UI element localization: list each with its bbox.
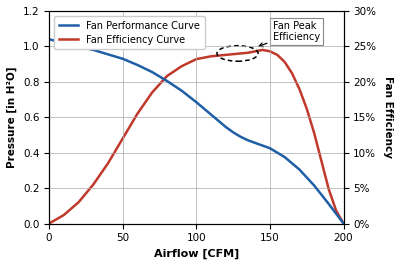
Fan Efficiency Curve	[282, 60, 287, 64]
Fan Performance Curve	[312, 184, 316, 187]
Fan Performance Curve	[120, 57, 125, 60]
Fan Efficiency Curve	[231, 53, 236, 56]
Fan Efficiency Curve	[326, 188, 331, 191]
Fan Efficiency Curve	[253, 50, 258, 53]
Fan Efficiency Curve	[290, 72, 294, 75]
Fan Performance Curve	[231, 131, 236, 134]
Fan Efficiency Curve	[91, 183, 96, 186]
Fan Performance Curve	[326, 202, 331, 206]
Fan Efficiency Curve	[334, 209, 338, 212]
Fan Performance Curve	[238, 135, 243, 138]
Fan Efficiency Curve	[209, 55, 214, 58]
Fan Performance Curve	[194, 101, 199, 104]
Line: Fan Efficiency Curve: Fan Efficiency Curve	[49, 50, 344, 223]
Fan Efficiency Curve	[297, 87, 302, 90]
Y-axis label: Pressure [in H²O]: Pressure [in H²O]	[7, 66, 17, 168]
Fan Efficiency Curve	[150, 91, 154, 94]
Fan Performance Curve	[62, 41, 66, 44]
Fan Efficiency Curve	[62, 213, 66, 217]
Fan Efficiency Curve	[246, 51, 250, 54]
Fan Efficiency Curve	[268, 50, 272, 53]
Fan Efficiency Curve	[260, 48, 265, 52]
Text: Fan Peak
Efficiency: Fan Peak Efficiency	[259, 21, 320, 47]
Fan Efficiency Curve	[135, 112, 140, 115]
Fan Efficiency Curve	[341, 222, 346, 225]
Fan Efficiency Curve	[238, 52, 243, 55]
Fan Efficiency Curve	[312, 131, 316, 134]
Fan Efficiency Curve	[304, 107, 309, 110]
Legend: Fan Performance Curve, Fan Efficiency Curve: Fan Performance Curve, Fan Efficiency Cu…	[54, 16, 205, 49]
Fan Efficiency Curve	[194, 57, 199, 61]
X-axis label: Airflow [CFM]: Airflow [CFM]	[154, 249, 239, 259]
Fan Efficiency Curve	[164, 74, 169, 78]
Fan Performance Curve	[282, 156, 287, 159]
Fan Performance Curve	[209, 113, 214, 116]
Fan Performance Curve	[297, 168, 302, 171]
Fan Efficiency Curve	[47, 222, 52, 225]
Fan Performance Curve	[91, 48, 96, 52]
Line: Fan Performance Curve: Fan Performance Curve	[49, 39, 344, 223]
Fan Performance Curve	[246, 139, 250, 142]
Fan Performance Curve	[106, 53, 110, 56]
Fan Performance Curve	[268, 147, 272, 150]
Fan Performance Curve	[135, 63, 140, 66]
Fan Performance Curve	[164, 79, 169, 82]
Fan Efficiency Curve	[275, 53, 280, 56]
Fan Performance Curve	[76, 45, 81, 48]
Y-axis label: Fan Efficiency: Fan Efficiency	[383, 76, 393, 158]
Fan Efficiency Curve	[223, 53, 228, 56]
Fan Performance Curve	[223, 125, 228, 128]
Fan Performance Curve	[47, 38, 52, 41]
Fan Efficiency Curve	[76, 201, 81, 204]
Fan Efficiency Curve	[179, 65, 184, 68]
Fan Performance Curve	[341, 222, 346, 225]
Fan Performance Curve	[179, 89, 184, 92]
Fan Performance Curve	[253, 141, 258, 144]
Fan Efficiency Curve	[106, 162, 110, 165]
Fan Performance Curve	[150, 70, 154, 74]
Fan Efficiency Curve	[319, 160, 324, 163]
Fan Efficiency Curve	[120, 137, 125, 140]
